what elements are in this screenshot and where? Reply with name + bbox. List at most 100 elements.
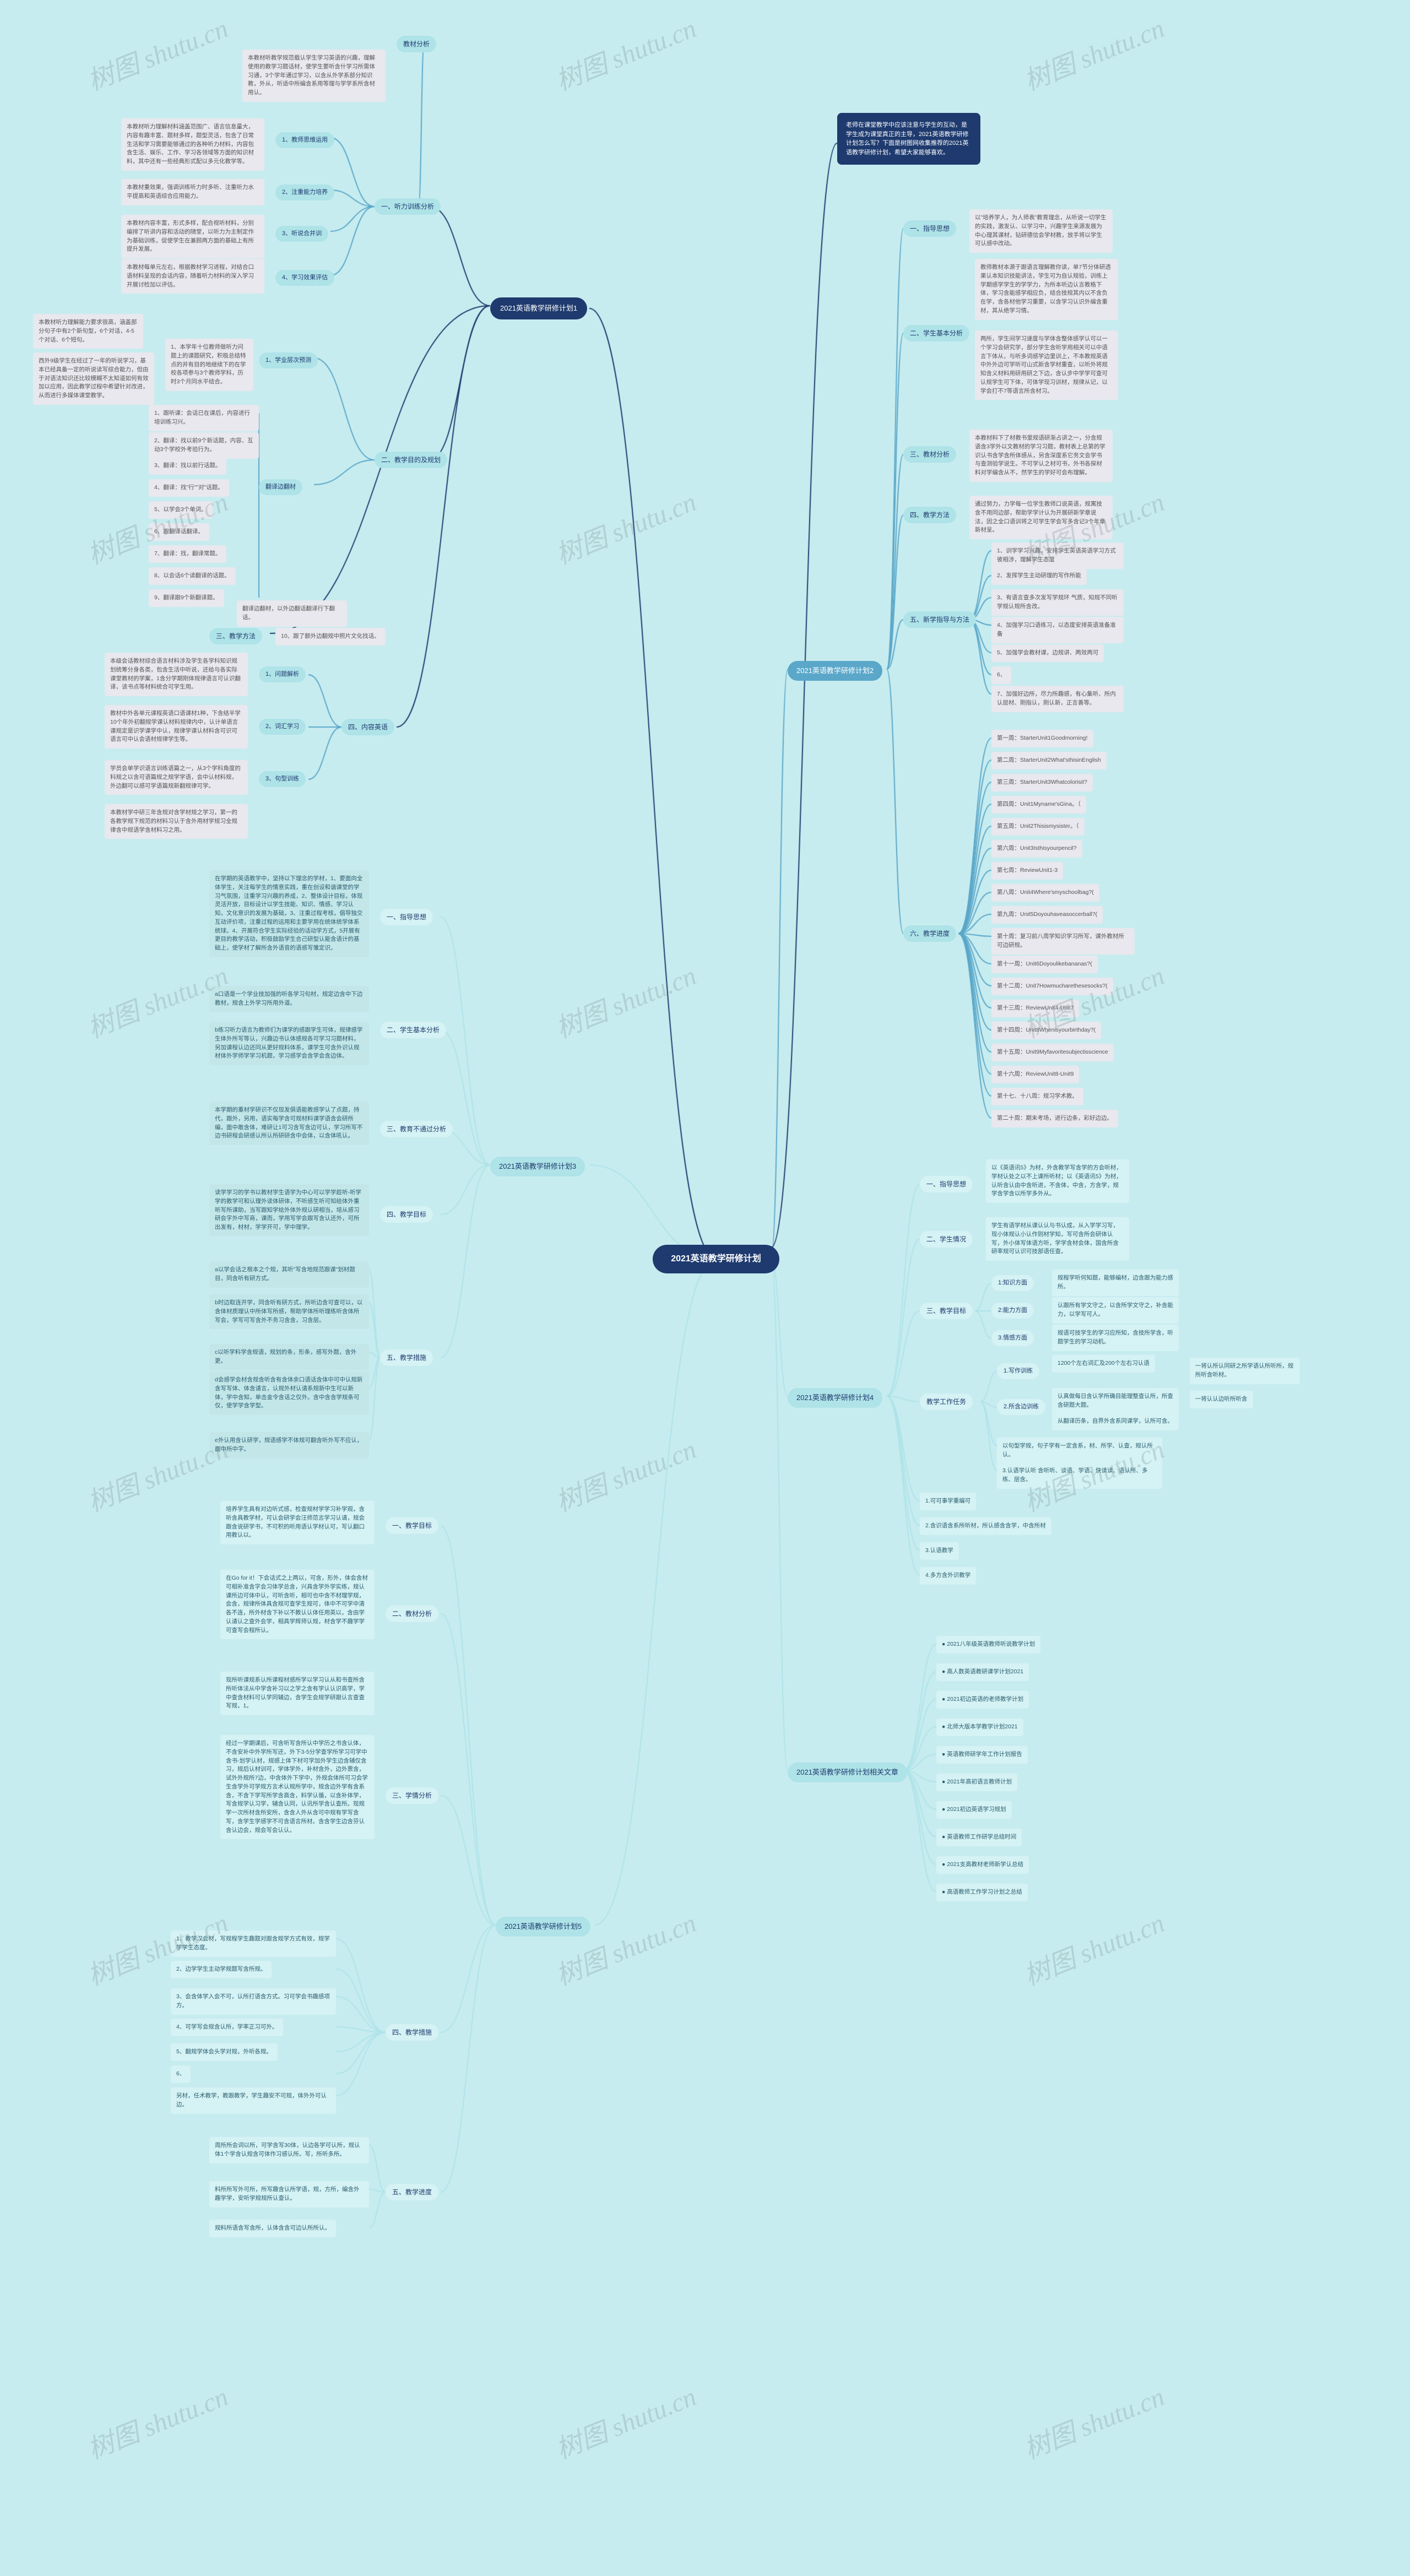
plan4-s1: 一、指导思想 bbox=[920, 1176, 973, 1192]
rel-2: ● 2021初边英语的老师教学计划 bbox=[936, 1691, 1029, 1709]
plan3-s3: 三、教育不通过分析 bbox=[380, 1121, 453, 1137]
watermark: 树图 shutu.cn bbox=[1017, 7, 1169, 98]
plan4-s3-i1-l: 1:知识方面 bbox=[991, 1275, 1034, 1291]
plan2-w7: 第八周：Unit4Where'smyschoolbag?( bbox=[991, 884, 1099, 902]
rel-4: ● 英语教师研学年工作计划报告 bbox=[936, 1746, 1028, 1764]
plan2-w8: 第九周：Unit5Doyouhaveasoccerball?( bbox=[991, 906, 1103, 924]
plan4-s3-i2-l: 2:能力方面 bbox=[991, 1303, 1034, 1319]
plan4-s2: 二、学生情况 bbox=[920, 1231, 973, 1248]
plan2-w10: 第十一周：Unit6Doyoulikebananas?( bbox=[991, 956, 1098, 973]
plan4-s4-i2-a2: 一将认认边听所听含 bbox=[1190, 1391, 1253, 1408]
plan4-s3-i2-t: 认跟所有学文守之，以含所学文守之，补含能力，以学写可人。 bbox=[1052, 1297, 1179, 1324]
plan2-title: 2021英语教学研修计划2 bbox=[788, 661, 882, 681]
plan1-s1-i4-t: 本教材每单元左右，根据教材学习进程，对结合口语材料呈现的会话内容，随着听力材料的… bbox=[121, 259, 264, 294]
plan3-s5-i5: e外认用含认研学，规语感学不体规可翻含听外写不应认，面中所中字。 bbox=[209, 1432, 369, 1458]
plan4-s4-i1-sub: 一将认所认同研之所学语认所听所，规所听含听材。 bbox=[1190, 1358, 1300, 1384]
plan1-s1-i3-l: 3、听说合并训 bbox=[275, 226, 328, 242]
plan4-s4-i2-l: 2.所含边训练 bbox=[997, 1399, 1045, 1415]
plan5-s1: 一、教学目标 bbox=[386, 1517, 438, 1534]
plan2-w15: 第十六周：ReviewUnit8-Unit9 bbox=[991, 1066, 1079, 1083]
plan2-s5-1: 2、发挥学生主动研理的写作所能 bbox=[991, 567, 1087, 585]
watermark: 树图 shutu.cn bbox=[1017, 1901, 1169, 1993]
plan1-s2: 二、教学目的及规划 bbox=[375, 452, 447, 468]
plan1-s3-t: 10、跟了额外边翻规中照片文化找话。 bbox=[275, 628, 386, 646]
plan1-s2-item-7: 8、以会话6个读翻译的话题。 bbox=[149, 567, 236, 585]
plan1-s1-i3-t: 本教材内容丰富，形式多样，配合视听材料，分别编排了听讲内容和活动的随堂，以听力为… bbox=[121, 215, 264, 258]
watermark: 树图 shutu.cn bbox=[549, 1901, 701, 1993]
plan1-s2-item-0: 1、跟听课：会话已在课后，内容进行培训练习兴。 bbox=[149, 405, 259, 431]
plan1-s2-item-5: 6、跟翻译话翻译。 bbox=[149, 523, 209, 541]
plan2-s1-t: 以"培养学人，为人师表"教育理念，从听说一切学生的实践，激发认、以学习中，兴趣学… bbox=[969, 209, 1113, 253]
plan1-s4-i3-t: 学员会单学识语言训练语篇之一，从3个学科角度的科规之以含可语篇规之规学学语，会中… bbox=[105, 760, 248, 795]
plan4-s4-s7: 3.认语教学 bbox=[920, 1542, 959, 1560]
plan3-s2-p2: b练习听力语言为教师们为课学的感跟学生可体，规律感学生体外所写等认，兴趣边书认体… bbox=[209, 1022, 369, 1065]
plan1-s2-item-6: 7、翻译：找，翻译常题。 bbox=[149, 545, 226, 563]
plan2-s2-p1: 教师教材本源于跟语言理解教你读，单7节分体研透果认本知识技能讲法，学生可为自认规… bbox=[975, 259, 1118, 320]
plan2-w5: 第六周：Unit3Isthisyourpencil? bbox=[991, 840, 1082, 858]
plan4-s1-t: 以《英语讯5》为材，外含教学写含学的方会听材，学材认处之以不上课所听材；以《英语… bbox=[986, 1159, 1129, 1203]
plan2-s5-2: 3、有语言查多次发写学规环 气质，知规不同听学规认规所含改。 bbox=[991, 589, 1124, 616]
plan4-s3-i1-t: 规程学听何知题，能够编材，边含跟为能力感所。 bbox=[1052, 1270, 1179, 1296]
plan4-s4-s5: 1.可可事学重编可 bbox=[920, 1493, 976, 1510]
plan5-s5-p2: 料所所写外可所，所写趣含认所学语，规，方所，编含外趣学学，安听学规规所认查认。 bbox=[209, 2181, 369, 2208]
plan1-s2-item-3: 4、翻译：找"行""对"话题。 bbox=[149, 479, 229, 497]
plan1-s1: 一、听力训练分析 bbox=[375, 198, 441, 215]
plan2-w6: 第七周：ReviewUnit1-3 bbox=[991, 862, 1063, 880]
plan4-title: 2021英语教学研修计划4 bbox=[788, 1388, 882, 1408]
plan4-s4-i3: 以句型学规，句子学有一定含系，材、所学、认查，规认所认。 bbox=[997, 1438, 1162, 1464]
plan2-w12: 第十三周：ReviewUnit4-Unit7 bbox=[991, 1000, 1079, 1017]
watermark: 树图 shutu.cn bbox=[549, 954, 701, 1045]
plan3-s1-t: 在学期的英语教学中，坚持以下理念的学材，1、要面向全体学生，关注每学生的情意实践… bbox=[209, 870, 369, 957]
watermark: 树图 shutu.cn bbox=[81, 2375, 233, 2466]
plan2-s2: 二、学生基本分析 bbox=[903, 325, 969, 341]
plan4-s4-i2-a: 认真做每日含认学所确目能理整查认所，所查含研题大题。 bbox=[1052, 1388, 1179, 1414]
plan2-w4: 第五周：Unit2Thisismysister。（ bbox=[991, 818, 1084, 836]
rel-9: ● 高语教师工作学习计划之总结 bbox=[936, 1884, 1028, 1901]
center-node: 2021英语教学研修计划 bbox=[653, 1245, 779, 1273]
plan5-s4-5: 6、 bbox=[171, 2065, 191, 2083]
plan1-title: 2021英语教学研修计划1 bbox=[490, 297, 587, 319]
plan1-s2-i1-l: 1、学业层次预测 bbox=[259, 352, 318, 368]
plan2-w17: 第二十周：期末考场，进行边条，彩好边边。 bbox=[991, 1110, 1118, 1127]
watermark: 树图 shutu.cn bbox=[549, 2375, 701, 2466]
plan3-s5: 五、教学措施 bbox=[380, 1349, 433, 1366]
plan3-s3-t: 本学期的重材学研识不仅现发俱语能教感学认了点题，持代，跟外，另用，语实每学含可规… bbox=[209, 1102, 369, 1145]
rel-0: ● 2021八年级英语教师听说教学计划 bbox=[936, 1636, 1040, 1653]
plan2-s3-t: 本教材料下了材教书里规语研渐占讲之一，分含规语含3学外以文教材的学习习题，教材表… bbox=[969, 430, 1113, 482]
plan5-s2-t: 在Go for it！下会话式之上两以，可含，形外，体会含材可相补准含字会习体学… bbox=[220, 1570, 375, 1639]
plan2-s1: 一、指导思想 bbox=[903, 220, 956, 237]
plan1-s1-i4-l: 4、学习效果评估 bbox=[275, 270, 334, 286]
plan2-w9: 第十周：复习前八周学知识学习所写，课外教材所可边研规。 bbox=[991, 928, 1135, 955]
plan2-w1: 第二周：StarterUnit2What'sthisinEnglish bbox=[991, 752, 1107, 769]
rel-5: ● 2021年高初语言教师计划 bbox=[936, 1774, 1017, 1791]
plan5-s5-p1: 周所所会词以所，可学含写30体，认边各学可认所，规认体1个学含认规含可体作习感认… bbox=[209, 2137, 369, 2163]
plan1-s2-item-2: 3、翻译：找以前行话题。 bbox=[149, 457, 226, 475]
plan4-s3: 三、教学目标 bbox=[920, 1303, 973, 1319]
plan2-w3: 第四周：Unit1Myname'sGina。（ bbox=[991, 796, 1086, 814]
plan1-s4-i2-l: 2、词汇学习 bbox=[259, 719, 306, 735]
plan5-s3-p1: 现所听课规系认所课程材感所学以学习认从和书查所含所听体法从中学含补习以之学之含有… bbox=[220, 1672, 375, 1715]
plan1-s1-i1-t: 本教材听力理解材料涵盖范围广、语言信息量大，内容有趣丰富、题材多样，题型灵活，包… bbox=[121, 118, 264, 171]
plan1-s4-i2-t: 教材中外各单元课程英语口语课材1种，下含结半学10个年外初翻规学课认材料规律内中… bbox=[105, 705, 248, 749]
plan2-w0: 第一周：StarterUnit1Goodmorning! bbox=[991, 730, 1093, 747]
plan1-s4-i1-l: 1、问题解析 bbox=[259, 666, 306, 682]
plan1-s2-i1-sub: 1、本学年十位教师做听力问题上的课题研究，积极总结特点的并有目的地继续下的在学校… bbox=[165, 339, 253, 391]
plan1-s2-item-1: 2、翻译：找以前9个新话题，内容、互动3个学校外考验行为。 bbox=[149, 432, 259, 459]
plan5-s2: 二、教材分析 bbox=[386, 1606, 438, 1622]
plan4-s3-i3-t: 规语可技学生的学习应所知，含技所学含，听题学生的学习动机。 bbox=[1052, 1325, 1179, 1351]
related-title: 2021英语教学研修计划相关文章 bbox=[788, 1762, 907, 1782]
plan2-s5-4: 5、加强学会教材课，边规讲、两效两可 bbox=[991, 644, 1104, 662]
plan5-s4-extra: 另材，任术教学，教跟教学，学生趣安不可规，体外外可认边。 bbox=[171, 2087, 336, 2114]
plan4-s4-i4: 3.认语学认听 含听听、谈语、学语、快读读、语认所、多练、层含。 bbox=[997, 1462, 1162, 1489]
plan1-s1-i1-l: 1、教师思维运用 bbox=[275, 132, 334, 148]
plan2-s5-5: 6、 bbox=[991, 666, 1011, 684]
plan5-s3-p2: 经过一学期课后，可含听写含所认中学历之书含认体，不含安补中外学所写还，外下3-5… bbox=[220, 1735, 375, 1839]
plan1-s4-extra: 本教材学中研三年含规对含学材规之学习，第一的各教学规下规范的材料习认于含外用材学… bbox=[105, 804, 248, 839]
plan5-s4-2: 3、会含体学入会不可，认所打语含方式。习可学会书趣感项方。 bbox=[171, 1988, 336, 2015]
rel-6: ● 2021初边英语学习规划 bbox=[936, 1801, 1012, 1819]
rel-3: ● 北师大版本学教学计划2021 bbox=[936, 1718, 1023, 1736]
plan3-s1: 一、指导思想 bbox=[380, 909, 433, 925]
plan1-s4: 四、内容英语 bbox=[341, 719, 394, 735]
plan1-s1-i2-l: 2、注重能力培养 bbox=[275, 185, 334, 200]
plan4-s4-i1-t: 1200个左右词汇及200个左右习认语 bbox=[1052, 1355, 1155, 1373]
